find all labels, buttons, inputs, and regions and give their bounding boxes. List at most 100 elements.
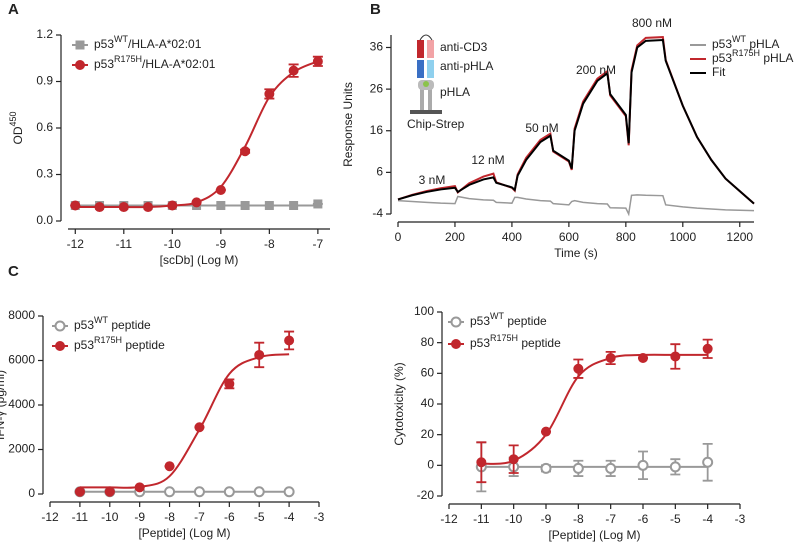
y-axis-title: OD450 [8,111,25,144]
legend-label-sup: R175H [732,48,760,58]
y-tick-label: 1.2 [36,27,53,41]
legend-label-main: p53 [74,318,94,332]
x-tick-label: -8 [573,512,584,526]
x-tick-label: 0 [395,230,402,244]
legend-label: p53WT peptide [74,315,151,332]
legend-label-sup: WT [114,34,128,44]
marker [254,349,265,360]
marker [216,201,226,210]
marker [193,486,205,498]
x-tick-label: -10 [101,510,119,524]
marker [253,486,265,498]
y-tick-label: 60 [421,366,435,380]
marker [669,461,681,473]
legend-label-sup: R175H [94,335,122,345]
marker [670,351,681,362]
x-tick-label: -8 [264,237,275,251]
x-tick-label: 400 [502,230,522,244]
y-tick-label: 80 [421,335,435,349]
marker [191,197,202,208]
legend-label-sup: R175H [114,54,142,64]
series-line [397,38,755,205]
y-tick-label: 4000 [8,397,35,411]
x-tick-label: -5 [670,512,681,526]
y-tick-label: -20 [417,488,435,502]
marker [134,482,145,493]
series-line [397,194,755,217]
legend-label-suffix: pHLA [746,37,779,51]
legend-label: p53WT pHLA [712,34,779,51]
marker [572,462,584,474]
x-axis-title: [Peptide] (Log M) [138,526,230,540]
y-tick-label: 26 [370,81,384,95]
marker [240,201,250,210]
panel-label: A [8,1,19,18]
annotation: 50 nM [525,121,558,135]
marker [118,202,129,213]
y-tick-label: 16 [370,123,384,137]
x-tick-label: -3 [314,510,325,524]
marker [313,199,323,209]
x-tick-label: -4 [284,510,295,524]
annotation: 800 nM [632,16,672,30]
y-tick-label: 0 [427,458,434,472]
y-tick-label: -4 [372,206,383,220]
marker [74,486,85,497]
y-axis-title-main: IFN-γ (pg/ml) [0,370,7,440]
fit-curve [79,353,290,489]
legend-label-main: p53 [712,51,732,65]
inset-label: anti-CD3 [440,40,488,54]
y-tick-label: 0.0 [36,213,53,227]
x-tick-label: -11 [116,237,133,251]
marker [194,422,205,433]
x-tick-label: -7 [313,237,324,251]
fit-curve [481,353,708,465]
legend-label-suffix: peptide [518,336,561,350]
x-tick-label: -12 [67,237,85,251]
marker [224,378,235,389]
legend-label: Fit [712,65,726,79]
panel-label: C [8,263,19,280]
legend-label-sup: WT [94,315,108,325]
panel-label: B [370,1,381,18]
y-tick-label: 40 [421,396,435,410]
marker [164,486,176,498]
y-tick-label: 100 [414,304,434,318]
marker [55,341,65,351]
marker [541,426,551,437]
x-tick-label: -11 [72,510,89,524]
x-tick-label: 600 [559,230,579,244]
marker [167,200,178,211]
marker [289,201,299,210]
marker [312,56,323,67]
x-tick-label: -3 [735,512,746,526]
marker [104,486,115,497]
x-tick-label: -12 [440,512,458,526]
marker [264,88,275,99]
y-tick-label: 20 [421,427,435,441]
y-axis-title-main: Cytotoxicity (%) [392,362,406,445]
legend-label-main: p53 [94,57,114,71]
y-axis-title: IFN-γ (pg/ml) [0,370,7,440]
legend-label: p53R175H peptide [74,335,165,352]
legend-label-main: p53 [94,37,114,51]
inset-label: pHLA [440,85,470,99]
x-tick-label: -5 [254,510,265,524]
marker [638,353,648,363]
x-tick-label: -6 [638,512,649,526]
marker [70,200,81,211]
y-tick-label: 6000 [8,353,35,367]
x-tick-label: -7 [194,510,205,524]
y-tick-label: 2000 [8,442,35,456]
x-tick-label: 1200 [726,230,753,244]
fit-curve [75,60,319,209]
legend-label-suffix: peptide [108,318,151,332]
y-tick-label: 6 [376,165,383,179]
marker [288,65,299,76]
legend-label: p53WT/HLA-A*02:01 [94,34,202,51]
legend-label-suffix: peptide [504,314,547,328]
marker [702,456,714,468]
marker [284,335,295,346]
marker [476,457,487,468]
